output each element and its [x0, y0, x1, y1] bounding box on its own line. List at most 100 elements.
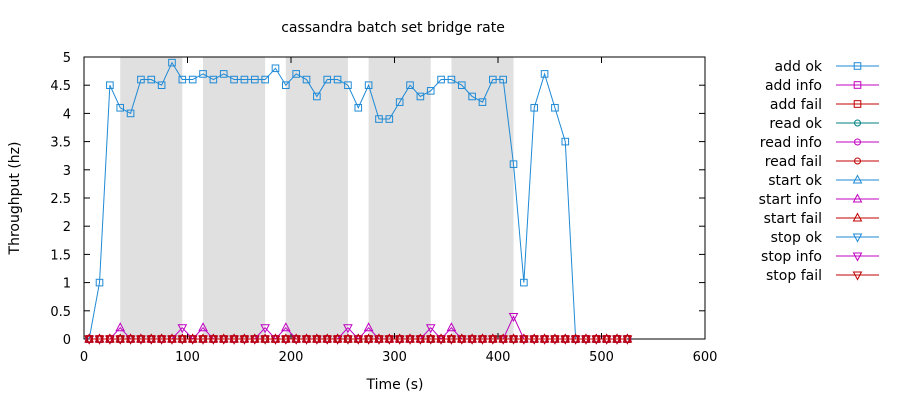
legend-item-stop-info: stop info [761, 249, 879, 265]
data-point [167, 335, 177, 345]
data-point [280, 335, 291, 345]
data-point [384, 335, 395, 345]
data-point [487, 335, 498, 345]
legend-marker [852, 174, 863, 184]
data-point [374, 335, 384, 345]
data-point [519, 335, 529, 345]
x-tick-label: 500 [589, 350, 614, 365]
data-point [363, 322, 374, 332]
legend-marker [854, 119, 861, 127]
data-point [229, 335, 239, 345]
data-point [187, 333, 198, 343]
data-point [425, 324, 436, 334]
data-point [477, 333, 488, 343]
legend-marker [852, 212, 863, 222]
data-point [601, 333, 612, 343]
data-point [105, 333, 115, 343]
data-point [322, 335, 333, 345]
x-tick-label: 400 [486, 350, 511, 365]
data-point [509, 160, 518, 168]
data-point [136, 335, 146, 345]
legend-label: start info [759, 192, 822, 208]
data-point [353, 333, 364, 343]
legend-label: stop fail [766, 268, 822, 284]
y-tick-label: 1.5 [50, 248, 71, 263]
legend-item-start-info: start info [759, 192, 879, 208]
data-point [374, 333, 384, 343]
data-point [498, 335, 509, 345]
data-point [312, 333, 322, 343]
data-point [270, 335, 281, 345]
legend-item-read-info: read info [760, 135, 879, 151]
legend-marker [853, 81, 862, 89]
data-point [529, 335, 540, 345]
y-tick-label: 5 [63, 51, 71, 66]
data-point [446, 322, 457, 332]
data-point [282, 81, 290, 90]
data-point [240, 75, 249, 84]
data-point [487, 333, 498, 343]
data-point [271, 64, 280, 73]
y-tick-label: 2 [63, 220, 71, 235]
data-point [426, 87, 435, 95]
legend-marker [854, 138, 861, 146]
data-point [415, 333, 426, 343]
data-point [198, 335, 208, 345]
data-point [519, 333, 529, 343]
data-point [416, 92, 425, 101]
data-point [208, 333, 219, 343]
data-point [436, 333, 446, 343]
data-point [622, 333, 633, 343]
legend-item-start-ok: start ok [768, 173, 879, 189]
data-point [498, 333, 509, 343]
y-axis-label: Throughput (hz) [7, 142, 23, 256]
legend-item-add-info: add info [765, 78, 879, 94]
data-point [550, 333, 560, 343]
data-point [270, 333, 281, 343]
data-point [570, 333, 581, 343]
data-point [601, 335, 612, 345]
data-point [177, 324, 188, 334]
data-point [156, 335, 167, 345]
data-point [343, 335, 353, 345]
data-point [116, 103, 125, 112]
x-axis-label: Time (s) [366, 377, 424, 393]
legend-item-add-fail: add fail [770, 97, 879, 113]
data-point [560, 335, 571, 345]
y-tick-label: 0 [63, 333, 71, 348]
data-point [467, 333, 477, 343]
data-point [354, 103, 363, 112]
x-tick-label: 0 [80, 350, 88, 365]
data-point [539, 335, 550, 345]
data-point [322, 333, 333, 343]
data-point [209, 75, 218, 84]
legend-label: add ok [775, 59, 823, 75]
data-point [508, 333, 519, 343]
shaded-interval-2 [285, 57, 348, 339]
x-tick-label: 100 [175, 350, 200, 365]
legend-label: read fail [765, 154, 822, 170]
data-point [405, 335, 415, 345]
data-point [126, 109, 135, 118]
data-point [312, 335, 322, 345]
data-point [529, 333, 540, 343]
data-point [343, 324, 353, 334]
legend-marker [852, 233, 863, 243]
data-point [436, 335, 446, 345]
shaded-interval-0 [120, 57, 183, 339]
data-point [343, 333, 353, 343]
data-point [550, 335, 560, 345]
data-point [591, 335, 602, 345]
data-point [208, 335, 219, 345]
data-point [230, 75, 238, 84]
data-point [363, 333, 374, 343]
shaded-interval-3 [368, 57, 431, 339]
shaded-intervals [120, 57, 514, 339]
data-point [385, 115, 394, 123]
series-line [88, 61, 628, 340]
data-point [218, 335, 229, 345]
data-point [395, 98, 404, 106]
legend-label: read info [760, 135, 822, 151]
data-point [499, 75, 507, 84]
data-point [302, 75, 311, 84]
